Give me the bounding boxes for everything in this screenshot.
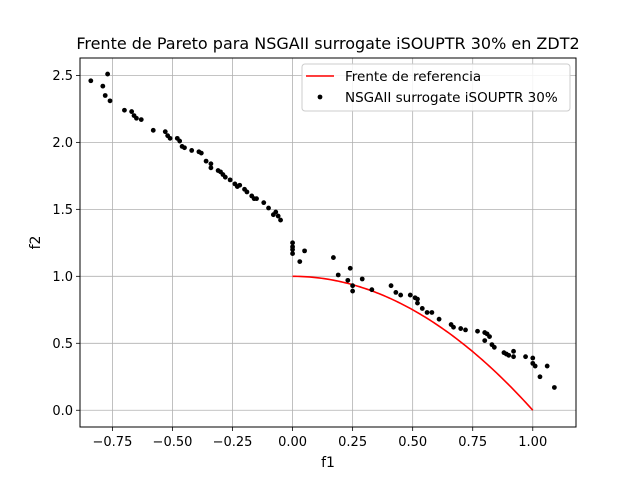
scatter-point xyxy=(261,200,267,206)
scatter-point xyxy=(102,93,108,98)
scatter-point xyxy=(347,265,353,271)
scatter-point xyxy=(482,338,488,344)
scatter-point xyxy=(254,196,259,202)
scatter-points-layer xyxy=(88,71,557,390)
scatter-point xyxy=(222,174,228,180)
scatter-point xyxy=(266,205,271,211)
scatter-point xyxy=(350,288,356,294)
scatter-point xyxy=(398,292,404,298)
x-tick-label: 0.00 xyxy=(278,435,307,450)
x-tick-label: 1.00 xyxy=(518,435,547,450)
scatter-point xyxy=(511,348,516,354)
scatter-point xyxy=(407,292,413,298)
scatter-point xyxy=(105,71,111,77)
scatter-point xyxy=(369,287,375,293)
scatter-point xyxy=(506,352,512,358)
scatter-point xyxy=(177,138,183,144)
scatter-point xyxy=(208,161,214,167)
legend-entry-reference: Frente de referencia xyxy=(345,69,481,85)
scatter-point xyxy=(487,334,492,339)
scatter-point xyxy=(273,209,279,215)
scatter-point xyxy=(544,363,550,369)
x-tick-label: 0.50 xyxy=(398,435,427,450)
scatter-point xyxy=(290,251,295,256)
grid xyxy=(80,58,576,427)
scatter-point xyxy=(134,115,139,121)
scatter-point xyxy=(189,148,195,153)
reference-front-layer xyxy=(292,275,534,411)
scatter-point xyxy=(162,129,168,135)
y-tick-label: 0.5 xyxy=(52,337,73,352)
plot-frame xyxy=(79,57,577,428)
scatter-point xyxy=(122,107,127,113)
x-tick-label: −0.50 xyxy=(153,435,193,450)
scatter-point xyxy=(331,255,336,260)
y-tick-label: 2.5 xyxy=(52,69,73,84)
y-tick-label: 1.0 xyxy=(52,270,73,285)
scatter-point xyxy=(359,276,365,282)
scatter-point xyxy=(388,283,394,289)
scatter-point xyxy=(415,300,420,306)
scatter-point xyxy=(345,277,351,283)
scatter-point xyxy=(451,324,456,330)
y-tick-label: 2.0 xyxy=(52,136,73,151)
scatter-point xyxy=(458,326,464,331)
chart-title: Frente de Pareto para NSGAII surrogate i… xyxy=(76,34,579,53)
y-axis-label: f2 xyxy=(28,236,44,250)
scatter-point xyxy=(393,289,399,295)
y-tick-label: 1.5 xyxy=(52,203,73,218)
scatter-point xyxy=(244,189,250,195)
legend-box xyxy=(301,63,571,112)
scatter-point xyxy=(424,310,430,315)
scatter-point xyxy=(436,316,442,322)
legend-entry-series: NSGAII surrogate iSOUPTR 30% xyxy=(345,90,558,106)
scatter-point xyxy=(335,272,341,278)
scatter-point xyxy=(129,109,135,114)
scatter-point xyxy=(415,296,420,302)
scatter-point xyxy=(429,310,435,315)
y-tick-label: 0.0 xyxy=(52,404,73,419)
scatter-point xyxy=(491,344,497,350)
x-tick-label: −0.25 xyxy=(213,435,253,450)
x-axis-label: f1 xyxy=(321,455,335,471)
scatter-point xyxy=(208,165,214,171)
scatter-point xyxy=(182,145,187,151)
scatter-point xyxy=(150,127,156,133)
scatter-point xyxy=(138,117,144,123)
legend: Frente de referencia NSGAII surrogate iS… xyxy=(301,63,571,112)
scatter-point xyxy=(198,150,204,156)
scatter-point xyxy=(100,83,106,89)
scatter-point xyxy=(107,98,113,104)
scatter-point xyxy=(275,213,281,219)
scatter-point xyxy=(237,182,243,188)
scatter-point xyxy=(530,355,536,361)
scatter-point xyxy=(227,177,233,183)
scatter-point xyxy=(523,354,528,360)
scatter-point xyxy=(350,283,356,289)
scatter-point xyxy=(475,328,480,334)
x-tick-label: −0.75 xyxy=(93,435,133,450)
scatter-point xyxy=(290,240,295,246)
scatter-point xyxy=(532,363,538,369)
x-tick-label: 0.75 xyxy=(458,435,487,450)
scatter-point xyxy=(419,306,425,311)
legend-marker-swatch xyxy=(317,94,323,100)
scatter-point xyxy=(297,259,303,264)
scatter-point xyxy=(463,327,468,333)
scatter-point xyxy=(302,248,307,254)
scatter-point xyxy=(511,354,516,360)
scatter-point xyxy=(88,78,94,84)
scatter-point xyxy=(203,158,209,164)
scatter-point xyxy=(278,217,283,223)
scatter-point xyxy=(551,385,557,390)
scatter-point xyxy=(167,135,173,141)
x-tick-label: 0.25 xyxy=(338,435,367,450)
reference-front-line xyxy=(292,275,534,411)
scatter-point xyxy=(537,374,543,380)
axis-ticks: −0.75 −0.50 −0.25 0.00 0.25 0.50 0.75 1.00 0.0 0.… xyxy=(52,69,547,450)
scatter-point xyxy=(290,247,295,252)
